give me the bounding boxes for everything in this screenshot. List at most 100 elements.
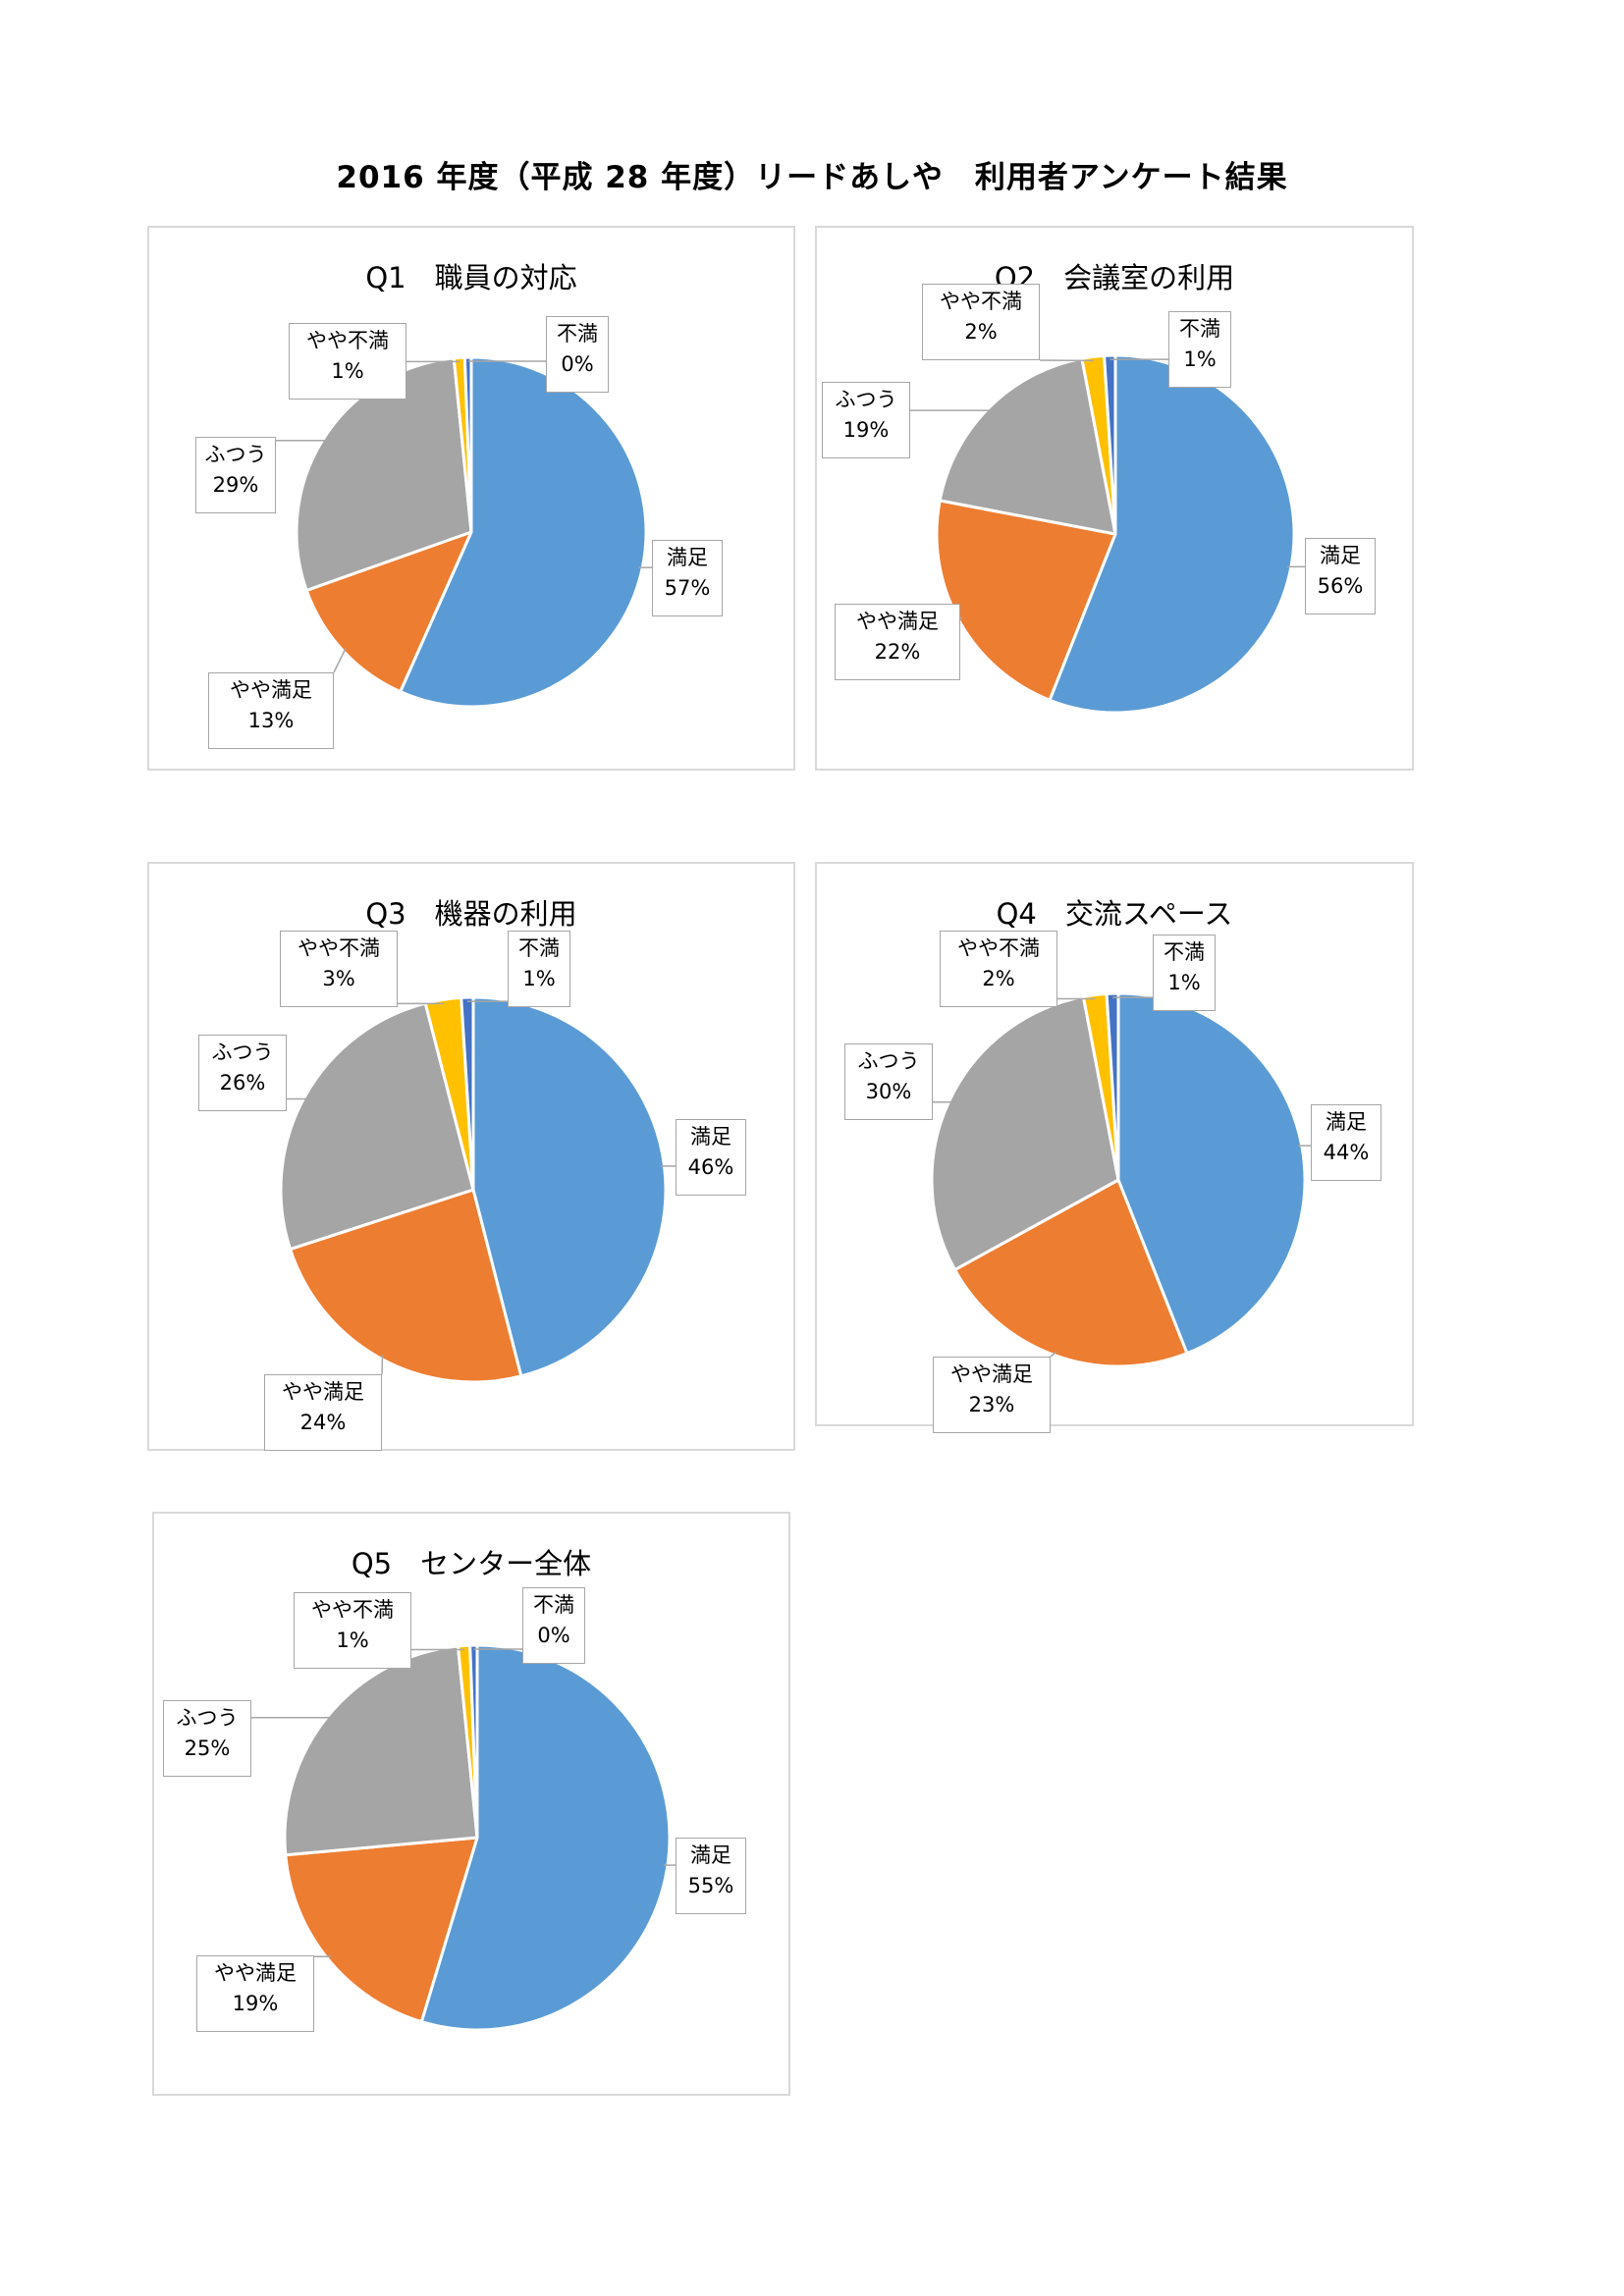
data-label-percent: 29%: [212, 473, 259, 497]
data-label-yaya-fuman: やや不満 1%: [294, 1592, 411, 1669]
data-label-category: やや満足: [950, 1362, 1033, 1386]
data-label-percent: 23%: [968, 1393, 1015, 1416]
chart-panel-q4: Q4 交流スペース満足 44% やや満足 23% ふつう 30% やや不満 2% 不満 1%: [815, 862, 1414, 1433]
data-label-category: やや満足: [856, 610, 939, 633]
data-label-category: ふつう: [835, 388, 897, 411]
data-label-percent: 1%: [331, 359, 364, 383]
data-label-percent: 13%: [247, 709, 295, 732]
data-label-percent: 30%: [865, 1080, 912, 1103]
data-label-percent: 2%: [982, 967, 1015, 990]
pie-chart: [276, 355, 652, 709]
page-title: 2016 年度（平成 28 年度）リードあしや 利用者アンケート結果: [336, 160, 1288, 195]
data-label-percent: 22%: [874, 640, 921, 664]
data-label-fuman: 不満 0%: [522, 1587, 585, 1664]
pie-slice-fuman: [1105, 991, 1120, 1182]
data-label-category: やや満足: [282, 1380, 364, 1404]
data-label-category: 満足: [1320, 544, 1361, 567]
data-label-fuman: 不満 1%: [508, 931, 570, 1007]
data-label-manzoku: 満足 56%: [1305, 538, 1376, 614]
data-label-percent: 1%: [1183, 347, 1217, 371]
pie-slice-futsuu: [295, 356, 473, 592]
data-label-percent: 19%: [842, 418, 890, 442]
pie-slice-fuman: [460, 995, 475, 1192]
chart-title: Q4 交流スペース: [996, 897, 1233, 931]
data-label-percent: 1%: [522, 967, 556, 990]
pie-slice-fuman: [1103, 353, 1117, 536]
data-label-percent: 0%: [537, 1624, 570, 1647]
data-label-percent: 2%: [964, 320, 998, 344]
data-label-category: ふつう: [857, 1049, 920, 1073]
data-label-percent: 25%: [184, 1736, 231, 1760]
data-label-category: やや不満: [957, 936, 1040, 960]
pie-slice-yaya-manzoku: [304, 530, 473, 694]
data-label-category: 不満: [518, 936, 560, 960]
data-label-percent: 57%: [664, 576, 711, 600]
data-label-percent: 24%: [299, 1411, 347, 1434]
data-label-fuman: 不満 0%: [546, 316, 609, 393]
data-label-category: ふつう: [211, 1041, 274, 1064]
data-label-category: 満足: [1326, 1110, 1367, 1134]
chart-title: Q1 職員の対応: [365, 261, 577, 294]
data-label-yaya-fuman: やや不満 3%: [280, 931, 398, 1007]
data-label-manzoku: 満足 57%: [652, 540, 723, 616]
data-label-percent: 19%: [232, 1992, 279, 2015]
data-label-category: やや不満: [298, 936, 380, 960]
data-label-manzoku: 満足 44%: [1311, 1104, 1381, 1181]
data-label-percent: 46%: [687, 1155, 734, 1179]
chart-panel-q3: Q3 機器の利用満足 46% やや満足 24% ふつう 26% やや不満 3% 不満 1%: [147, 862, 795, 1451]
pie-chart: [279, 995, 676, 1384]
pie-slice-fuman: [468, 1643, 479, 1840]
data-label-category: 不満: [1164, 940, 1205, 964]
data-label-category: 不満: [1179, 317, 1220, 341]
data-label-category: 満足: [690, 1125, 731, 1148]
data-label-category: 満足: [667, 546, 708, 569]
pie-chart: [930, 991, 1311, 1368]
data-label-fuman: 不満 1%: [1168, 311, 1231, 388]
data-label-percent: 3%: [322, 967, 355, 990]
pie-slice-yaya-manzoku: [953, 1178, 1189, 1368]
leader-line-yaya-manzoku: [1050, 1351, 1057, 1358]
data-label-yaya-manzoku: やや満足 19%: [196, 1955, 314, 2032]
data-label-manzoku: 満足 55%: [676, 1838, 746, 1914]
data-label-futsuu: ふつう 26%: [198, 1035, 287, 1111]
pie-slice-futsuu: [279, 1001, 475, 1252]
data-label-category: 不満: [557, 322, 598, 346]
chart-panel-q5: Q5 センター全体満足 55% やや満足 19% ふつう 25% やや不満 1% 不満 0%: [152, 1512, 790, 2096]
data-label-futsuu: ふつう 19%: [822, 382, 910, 458]
pie-slice-fuman: [462, 355, 473, 534]
data-label-yaya-manzoku: やや満足 23%: [933, 1357, 1051, 1433]
data-label-yaya-fuman: やや不満 1%: [289, 323, 406, 400]
data-label-percent: 44%: [1323, 1141, 1370, 1164]
data-label-futsuu: ふつう 29%: [195, 437, 276, 513]
data-label-percent: 55%: [687, 1874, 734, 1897]
data-label-category: やや満足: [214, 1961, 297, 1985]
pie-slice-yaya-manzoku: [284, 1836, 479, 2024]
data-label-percent: 1%: [1167, 971, 1201, 994]
pie-slice-futsuu: [283, 1644, 479, 1857]
data-label-category: ふつう: [204, 443, 267, 466]
data-label-category: やや満足: [230, 678, 312, 702]
data-label-futsuu: ふつう 25%: [163, 1700, 251, 1777]
data-label-yaya-manzoku: やや満足 24%: [264, 1374, 382, 1451]
data-label-futsuu: ふつう 30%: [844, 1043, 933, 1120]
data-label-percent: 56%: [1317, 574, 1364, 598]
data-label-percent: 1%: [336, 1629, 369, 1652]
data-label-fuman: 不満 1%: [1153, 934, 1216, 1011]
data-label-yaya-manzoku: やや満足 13%: [208, 672, 334, 749]
leader-line-yaya-manzoku: [381, 1355, 384, 1375]
data-label-yaya-fuman: やや不満 2%: [922, 284, 1040, 360]
data-label-category: やや不満: [940, 290, 1022, 313]
pie-slice-futsuu: [930, 994, 1120, 1272]
data-label-category: 不満: [533, 1593, 574, 1617]
data-label-manzoku: 満足 46%: [676, 1119, 746, 1196]
chart-title: Q5 センター全体: [351, 1547, 592, 1580]
data-label-yaya-fuman: やや不満 2%: [940, 931, 1057, 1007]
data-label-percent: 26%: [219, 1071, 266, 1095]
chart-panel-q1: Q1 職員の対応満足 57% やや満足 13% ふつう 29% やや不満 1% 不満 0%: [147, 226, 795, 771]
chart-title: Q3 機器の利用: [365, 897, 577, 931]
data-label-category: 満足: [690, 1843, 731, 1867]
pie-chart: [251, 1643, 676, 2032]
data-label-category: やや不満: [311, 1598, 394, 1622]
data-label-category: ふつう: [176, 1706, 239, 1730]
data-label-percent: 0%: [561, 352, 594, 376]
